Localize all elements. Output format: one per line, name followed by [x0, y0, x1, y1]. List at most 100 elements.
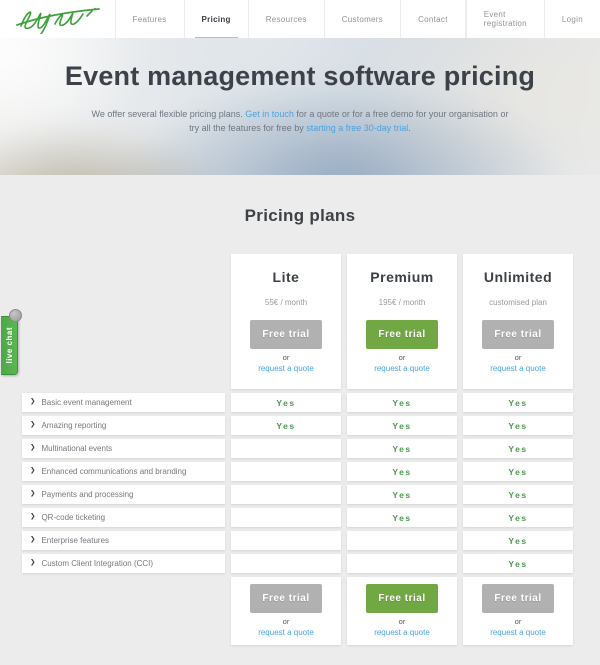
- chevron-right-icon: ❯: [30, 467, 36, 475]
- nav-item-event-registration[interactable]: Event registration: [465, 0, 544, 38]
- subtitle-text: We offer several flexible pricing plans.: [91, 109, 246, 119]
- top-navigation-bar: Features Pricing Resources Customers Con…: [0, 0, 600, 38]
- yes-value: Yes: [508, 466, 528, 477]
- yes-value: Yes: [392, 397, 412, 408]
- yes-value: Yes: [276, 420, 296, 431]
- feature-value-cell: Yes: [231, 393, 341, 412]
- nav-label: Event registration: [483, 10, 527, 28]
- logo[interactable]: [0, 0, 115, 38]
- feature-row-basic-event-management[interactable]: ❯ Basic event management: [22, 393, 225, 412]
- nav-item-resources[interactable]: Resources: [247, 0, 324, 38]
- hero-section: Event management software pricing We off…: [0, 38, 600, 175]
- request-quote-link-lite-bottom[interactable]: request a quote: [258, 628, 314, 637]
- nav-item-login[interactable]: Login: [543, 0, 600, 38]
- nav-right-group: Event registration Login: [465, 0, 600, 38]
- plan-name: Premium: [370, 269, 434, 285]
- subtitle-text: .: [408, 123, 411, 133]
- feature-value-cell: Yes: [463, 393, 573, 412]
- feature-value-cell: Yes: [347, 416, 457, 435]
- chevron-right-icon: ❯: [30, 490, 36, 498]
- request-quote-link-premium[interactable]: request a quote: [374, 364, 430, 373]
- feature-row-enhanced-communications[interactable]: ❯ Enhanced communications and branding: [22, 462, 225, 481]
- yes-value: Yes: [392, 443, 412, 454]
- yes-value: Yes: [392, 512, 412, 523]
- feature-label: Payments and processing: [41, 490, 134, 499]
- live-chat-tab[interactable]: live chat: [1, 316, 18, 375]
- nav-label: Resources: [265, 14, 307, 24]
- feature-row-multinational-events[interactable]: ❯ Multinational events: [22, 439, 225, 458]
- feature-value-cell: Yes: [347, 393, 457, 412]
- feature-value-cell: [231, 485, 341, 504]
- or-text: or: [514, 617, 522, 626]
- feature-value-cell: Yes: [347, 439, 457, 458]
- plan-column-lite-header: Lite 55€ / month Free trial or request a…: [231, 254, 341, 389]
- feature-value-cell: [231, 554, 341, 573]
- nav-label: Features: [132, 14, 167, 24]
- plan-column-lite-footer: Free trial or request a quote: [231, 577, 341, 645]
- or-text: or: [398, 617, 406, 626]
- nav-item-features[interactable]: Features: [114, 0, 184, 38]
- yes-value: Yes: [508, 489, 528, 500]
- yes-value: Yes: [276, 397, 296, 408]
- chevron-right-icon: ❯: [30, 444, 36, 452]
- free-trial-button-premium[interactable]: Free trial: [366, 320, 438, 349]
- pricing-table: Lite 55€ / month Free trial or request a…: [22, 254, 573, 645]
- feature-value-cell: Yes: [463, 531, 573, 550]
- free-trial-button-lite[interactable]: Free trial: [250, 320, 322, 349]
- free-trial-button-premium-bottom[interactable]: Free trial: [366, 584, 438, 613]
- plan-name: Lite: [272, 269, 300, 285]
- plan-name: Unlimited: [483, 269, 553, 285]
- chevron-right-icon: ❯: [30, 398, 36, 406]
- live-chat-status-icon[interactable]: [9, 309, 22, 322]
- chevron-right-icon: ❯: [30, 513, 36, 521]
- yes-value: Yes: [508, 397, 528, 408]
- nav-label: Customers: [341, 14, 384, 24]
- free-trial-link[interactable]: starting a free 30-day trial: [306, 123, 409, 133]
- page-title: Event management software pricing: [64, 61, 536, 91]
- yes-value: Yes: [508, 443, 528, 454]
- yes-value: Yes: [508, 420, 528, 431]
- feature-label: Amazing reporting: [41, 421, 107, 430]
- feature-value-cell: Yes: [463, 485, 573, 504]
- feature-value-cell: [231, 531, 341, 550]
- section-title-pricing-plans: Pricing plans: [244, 206, 356, 225]
- free-trial-button-lite-bottom[interactable]: Free trial: [250, 584, 322, 613]
- feature-row-qr-code-ticketing[interactable]: ❯ QR-code ticketing: [22, 508, 225, 527]
- feature-value-cell: [231, 508, 341, 527]
- nav-item-pricing[interactable]: Pricing: [183, 0, 248, 38]
- free-trial-button-unlimited[interactable]: Free trial: [482, 320, 554, 349]
- plan-column-premium-footer: Free trial or request a quote: [347, 577, 457, 645]
- feature-row-custom-client-integration[interactable]: ❯ Custom Client Integration (CCI): [22, 554, 225, 573]
- free-trial-button-unlimited-bottom[interactable]: Free trial: [482, 584, 554, 613]
- request-quote-link-premium-bottom[interactable]: request a quote: [374, 628, 430, 637]
- yes-value: Yes: [508, 512, 528, 523]
- main-nav: Features Pricing Resources Customers Con…: [114, 0, 600, 38]
- plan-column-premium-header: Premium 195€ / month Free trial or reque…: [347, 254, 457, 389]
- feature-value-cell: Yes: [463, 416, 573, 435]
- nav-label: Pricing: [201, 14, 231, 24]
- table-footer-spacer: [22, 577, 225, 645]
- feature-value-cell: [231, 439, 341, 458]
- get-in-touch-link[interactable]: Get in touch: [245, 109, 294, 119]
- or-text: or: [514, 353, 522, 362]
- plan-price: 55€ / month: [264, 298, 308, 307]
- feature-row-amazing-reporting[interactable]: ❯ Amazing reporting: [22, 416, 225, 435]
- feature-label: Basic event management: [41, 398, 132, 407]
- feature-label: Enhanced communications and branding: [41, 467, 187, 476]
- feature-value-cell: Yes: [463, 508, 573, 527]
- feature-row-enterprise-features[interactable]: ❯ Enterprise features: [22, 531, 225, 550]
- yes-value: Yes: [392, 420, 412, 431]
- feature-label: Multinational events: [41, 444, 113, 453]
- request-quote-link-unlimited-bottom[interactable]: request a quote: [490, 628, 546, 637]
- nav-item-customers[interactable]: Customers: [323, 0, 400, 38]
- nav-label: Login: [561, 14, 583, 24]
- nav-item-contact[interactable]: Contact: [400, 0, 466, 38]
- yes-value: Yes: [392, 466, 412, 477]
- chevron-right-icon: ❯: [30, 536, 36, 544]
- feature-row-payments-processing[interactable]: ❯ Payments and processing: [22, 485, 225, 504]
- request-quote-link-lite[interactable]: request a quote: [258, 364, 314, 373]
- chevron-right-icon: ❯: [30, 559, 36, 567]
- or-text: or: [282, 353, 290, 362]
- plan-price: 195€ / month: [378, 298, 426, 307]
- request-quote-link-unlimited[interactable]: request a quote: [490, 364, 546, 373]
